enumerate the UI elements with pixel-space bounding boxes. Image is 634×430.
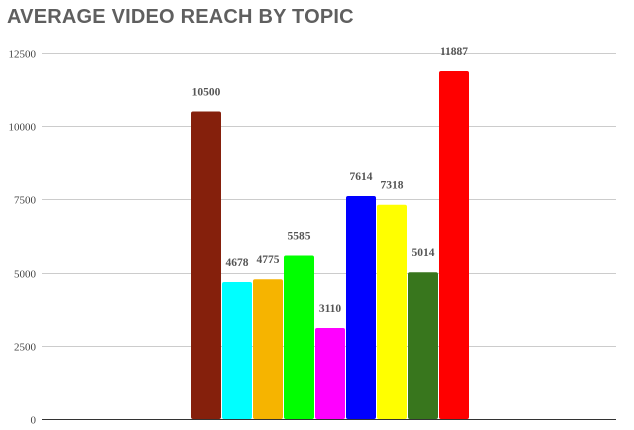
y-tick-label: 12500 bbox=[9, 49, 37, 61]
bar bbox=[191, 111, 221, 419]
y-tick-label: 2500 bbox=[14, 342, 37, 354]
bar-value-label: 4678 bbox=[226, 257, 249, 269]
bar bbox=[284, 255, 314, 419]
bar bbox=[439, 70, 469, 419]
bar bbox=[377, 204, 407, 419]
y-axis-ticks: 0 2500 5000 7500 10000 12500 bbox=[9, 49, 37, 427]
value-labels: 10500 4678 4775 5585 3110 7614 7318 5014 11887 bbox=[192, 46, 469, 315]
bar bbox=[346, 196, 376, 419]
bar-value-label: 3110 bbox=[319, 303, 342, 315]
bar-value-label: 7318 bbox=[381, 180, 404, 192]
bar bbox=[315, 327, 345, 419]
y-tick-label: 7500 bbox=[14, 195, 37, 207]
bar-value-label: 10500 bbox=[192, 87, 221, 99]
bar-value-label: 5585 bbox=[288, 230, 311, 242]
bars bbox=[191, 70, 469, 419]
bar-value-label: 5014 bbox=[412, 247, 435, 259]
bar-value-label: 11887 bbox=[440, 46, 468, 58]
chart-title: AVERAGE VIDEO REACH BY TOPIC bbox=[7, 6, 354, 28]
bar-value-label: 4775 bbox=[257, 254, 280, 266]
bar bbox=[222, 282, 252, 419]
bar-value-label: 7614 bbox=[350, 171, 373, 183]
y-tick-label: 10000 bbox=[9, 122, 37, 134]
bar bbox=[408, 272, 438, 419]
y-tick-label: 5000 bbox=[14, 269, 37, 281]
bar bbox=[253, 279, 283, 419]
y-tick-label: 0 bbox=[31, 415, 37, 427]
